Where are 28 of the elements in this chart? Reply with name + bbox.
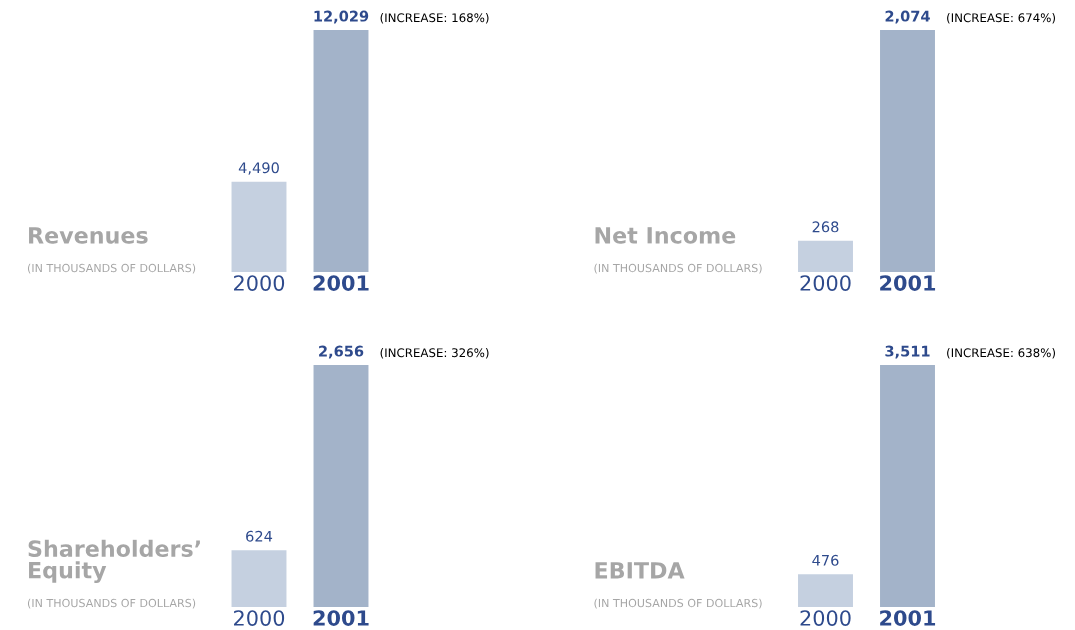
data-label: 12,029 <box>314 10 369 24</box>
text: (IN THOUSANDS OF DOLLARS) <box>27 263 196 274</box>
text: Net Income <box>595 227 736 244</box>
data-label: 476 <box>812 554 839 566</box>
x-tick-label: 2000 <box>800 275 851 291</box>
data-label: 4,490 <box>238 162 279 175</box>
text: (IN THOUSANDS OF DOLLARS) <box>27 598 196 609</box>
text: (IN THOUSANDS OF DOLLARS) <box>594 263 762 274</box>
x-tick-label: 2000 <box>234 275 285 291</box>
text: (INCREASE: 168%) <box>380 13 489 24</box>
x-tick-label: 2000 <box>234 610 285 626</box>
text: (INCREASE: 674%) <box>947 13 1056 24</box>
data-label: 268 <box>812 221 839 233</box>
x-tick-label: 2001 <box>313 610 369 626</box>
x-tick-label: 2001 <box>880 610 936 626</box>
text: EBITDA <box>595 562 685 579</box>
text: (INCREASE: 638%) <box>947 348 1056 359</box>
data-label: 624 <box>246 530 273 542</box>
text: Revenues <box>29 227 148 244</box>
text: (INCREASE: 326%) <box>380 348 489 359</box>
x-tick-label: 2001 <box>313 275 369 291</box>
text: (IN THOUSANDS OF DOLLARS) <box>594 598 762 609</box>
text: Shareholders’ Equity <box>28 539 200 583</box>
data-label: 2,656 <box>319 345 364 359</box>
x-tick-label: 2001 <box>880 275 936 291</box>
data-label: 2,074 <box>885 10 930 24</box>
x-tick-label: 2000 <box>800 610 851 626</box>
data-label: 3,511 <box>885 345 930 359</box>
